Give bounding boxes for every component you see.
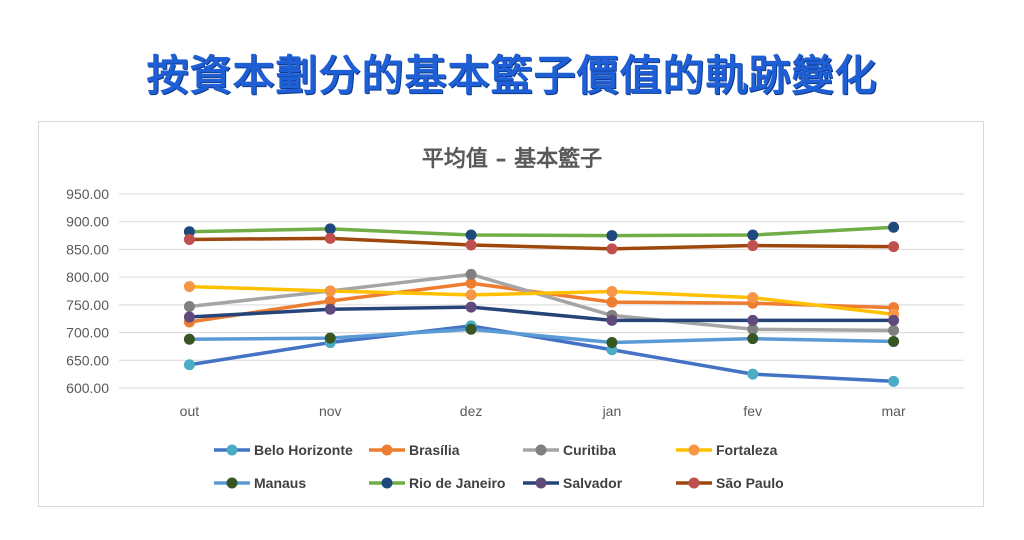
data-point [888,335,900,347]
legend-label: Manaus [254,475,306,491]
data-point [747,368,759,380]
data-point [747,292,759,304]
data-point [324,332,336,344]
data-point [183,311,195,323]
data-point [183,226,195,238]
data-point [324,303,336,315]
data-point [747,323,759,335]
data-point [888,375,900,387]
x-tick-label: nov [319,403,342,419]
series-rio-de-janeiro [183,221,900,242]
y-tick-label: 850.00 [66,241,109,257]
chart-container: 平均值 – 基本籃子 950.00 900.00 850.00 800.00 750.0… [38,121,984,507]
data-point [888,241,900,253]
legend-label: Rio de Janeiro [409,475,505,491]
series-line [187,284,896,317]
legend-swatch-marker [688,444,700,456]
y-tick-label: 600.00 [66,380,109,396]
x-tick-label: dez [460,403,483,419]
data-point [888,221,900,233]
data-point [606,243,618,255]
data-point [888,314,900,326]
legend-item: Brasília [369,442,460,458]
legend-item: Curitiba [523,442,616,458]
legend-swatch-marker [535,477,547,489]
x-tick-label: jan [602,403,622,419]
legend: Belo Horizonte Brasília Curitiba Fortaleza M… [214,442,784,491]
data-point [606,314,618,326]
data-point [183,333,195,345]
data-point [465,229,477,241]
series-line [187,236,896,251]
data-point [324,232,336,244]
legend-label: São Paulo [716,475,784,491]
legend-swatch-marker [535,444,547,456]
y-tick-label: 750.00 [66,297,109,313]
data-point [465,239,477,251]
series-manaus [183,323,900,349]
legend-swatch-marker [381,444,393,456]
data-point [606,337,618,349]
legend-item: Fortaleza [676,442,778,458]
data-point [747,333,759,345]
x-tick-label: out [180,403,200,419]
page-title: 按資本劃分的基本籃子價值的軌跡變化 [146,51,878,100]
data-point [747,314,759,326]
data-point [747,240,759,252]
gridlines [119,193,964,389]
data-point [888,324,900,336]
series-line [187,327,896,345]
y-axis-ticks: 950.00 900.00 850.00 800.00 750.00 700.00 650.… [66,186,109,396]
data-point [465,323,477,335]
series-são-paulo [183,232,900,255]
legend-swatch-marker [226,477,238,489]
data-point [747,229,759,241]
series-line [187,225,896,238]
y-tick-label: 900.00 [66,214,109,230]
data-point [606,230,618,242]
data-point [183,359,195,371]
y-tick-label: 800.00 [66,269,109,285]
data-point [324,295,336,307]
y-tick-label: 650.00 [66,352,109,368]
series-salvador [183,301,900,326]
y-tick-label: 950.00 [66,186,109,202]
series-line [187,324,896,384]
legend-label: Salvador [563,475,623,491]
legend-item: São Paulo [676,475,784,491]
data-point [465,301,477,313]
legend-label: Fortaleza [716,442,778,458]
series-lines [183,221,900,387]
legend-item: Manaus [214,475,306,491]
series-line [187,305,896,323]
data-point [465,268,477,280]
legend-item: Belo Horizonte [214,442,353,458]
data-point [324,285,336,297]
data-point [324,223,336,235]
data-point [183,301,195,313]
data-point [606,286,618,298]
data-point [183,281,195,293]
legend-label: Belo Horizonte [254,442,353,458]
x-axis-ticks: out nov dez jan fev mar [180,403,906,419]
x-tick-label: mar [882,403,906,419]
legend-item: Salvador [523,475,623,491]
legend-label: Curitiba [563,442,616,458]
line-chart: 平均值 – 基本籃子 950.00 900.00 850.00 800.00 750.0… [66,146,964,491]
legend-label: Brasília [409,442,460,458]
legend-swatch-marker [688,477,700,489]
legend-swatch-marker [381,477,393,489]
series-fortaleza [183,281,900,320]
data-point [606,296,618,308]
chart-title: 平均值 – 基本籃子 [422,146,602,172]
x-tick-label: fev [743,403,762,419]
data-point [465,289,477,301]
y-tick-label: 700.00 [66,325,109,341]
data-point [465,277,477,289]
legend-swatch-marker [226,444,238,456]
data-point [183,233,195,245]
legend-item: Rio de Janeiro [369,475,505,491]
